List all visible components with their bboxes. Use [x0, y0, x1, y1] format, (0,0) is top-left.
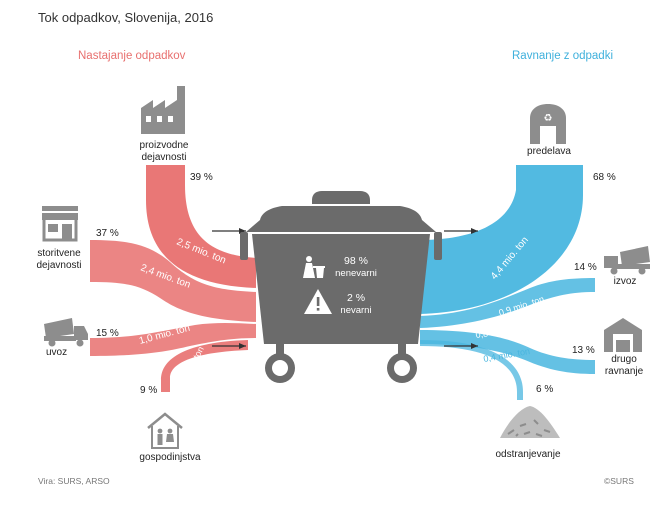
flow-other — [420, 330, 595, 374]
flow-import — [90, 323, 256, 356]
brand-logo: ©SURS — [604, 476, 634, 486]
bin-wheel-right — [387, 344, 417, 383]
hazardous-pct: 2 % — [347, 292, 365, 304]
warning-icon — [304, 289, 332, 314]
flow-arrows — [212, 228, 478, 349]
nonhazardous-label: nenevarni — [335, 268, 377, 279]
recycle-building-icon: ♻ — [530, 104, 566, 144]
flow-households — [150, 340, 248, 392]
label-services: storitvene dejavnosti — [36, 248, 82, 271]
storage-icon — [604, 318, 642, 352]
pct-other: 13 % — [572, 345, 595, 356]
label-import: uvoz — [46, 347, 68, 358]
flow-services — [90, 240, 256, 322]
label-disposal: odstranjevanje — [495, 449, 561, 460]
house-icon — [147, 412, 183, 449]
trash-person-icon — [303, 256, 325, 278]
pct-import: 15 % — [96, 328, 119, 339]
nonhazardous-pct: 98 % — [344, 255, 368, 267]
label-other: drugo ravnanje — [604, 354, 644, 377]
flow-industry — [146, 165, 256, 288]
svg-text:♻: ♻ — [544, 113, 553, 124]
bin-handle — [312, 191, 370, 204]
flow-export — [420, 278, 595, 328]
label-industry: proizvodne dejavnosti — [139, 140, 189, 163]
source-note: Vira: SURS, ARSO — [38, 476, 110, 486]
source-flows — [90, 165, 256, 392]
pct-disposal: 6 % — [536, 384, 554, 395]
label-recovery: predelava — [527, 146, 571, 157]
pct-export: 14 % — [574, 262, 597, 273]
pct-services: 37 % — [96, 228, 119, 239]
import-truck-icon — [44, 318, 88, 347]
label-export: izvoz — [613, 276, 637, 287]
section-heading-sources: Nastajanje odpadkov — [78, 50, 186, 62]
pct-industry: 39 % — [190, 172, 213, 183]
bin-wheel-left — [265, 344, 295, 383]
hazardous-label: nevarni — [340, 305, 371, 316]
bin-lid — [246, 206, 436, 232]
bin-body — [252, 234, 430, 344]
page-title: Tok odpadkov, Slovenija, 2016 — [38, 10, 214, 25]
section-heading-treatment: Ravnanje z odpadki — [512, 50, 614, 62]
export-truck-icon — [604, 246, 650, 275]
treatment-flows — [420, 165, 595, 400]
waste-pile-icon — [500, 406, 560, 438]
shop-icon — [42, 206, 78, 242]
pct-recovery: 68 % — [593, 172, 616, 183]
flow-recovery — [420, 165, 583, 314]
label-households: gospodinjstva — [139, 452, 201, 463]
pct-households: 9 % — [140, 385, 158, 396]
waste-bin: 98 % nenevarni 2 % nevarni — [240, 191, 442, 383]
flow-disposal — [420, 340, 523, 400]
factory-icon — [141, 86, 185, 134]
